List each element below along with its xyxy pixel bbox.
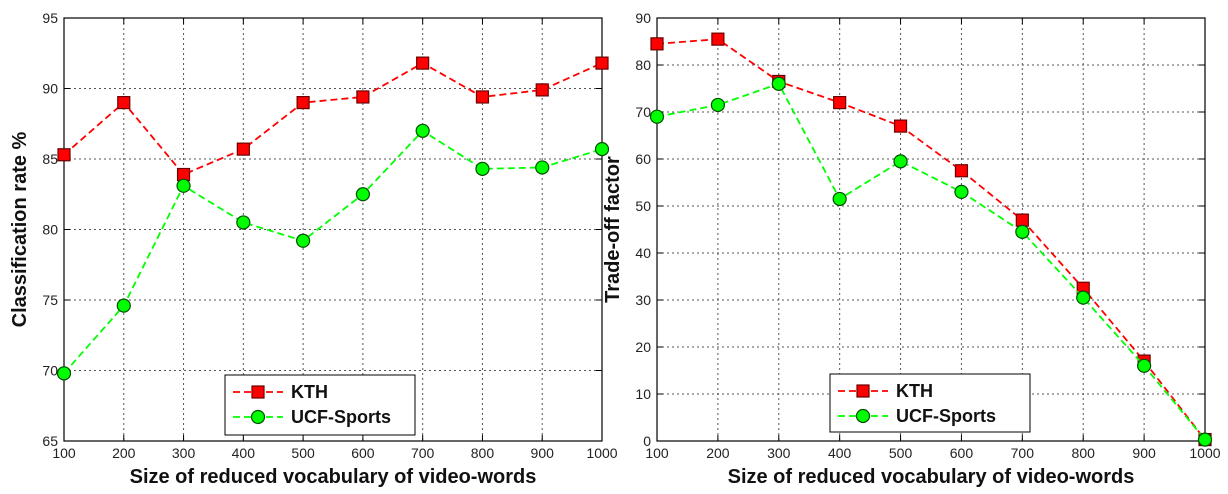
x-tick-label: 100 xyxy=(645,445,669,461)
data-point-ucf-sports xyxy=(176,178,191,193)
y-tick-label: 30 xyxy=(635,292,651,308)
series-line-ucf-sports xyxy=(656,82,1206,441)
data-point-kth xyxy=(954,164,969,178)
series-line-kth xyxy=(63,62,603,176)
y-tick-label: 70 xyxy=(42,363,58,379)
data-point-kth xyxy=(595,56,609,70)
data-point-kth xyxy=(296,95,310,110)
data-point-ucf-sports xyxy=(415,123,430,138)
x-tick-label: 1000 xyxy=(586,445,617,461)
y-tick-label: 80 xyxy=(42,222,58,238)
legend-marker xyxy=(855,408,871,424)
data-point-ucf-sports xyxy=(1076,290,1091,305)
data-point-kth xyxy=(711,32,725,46)
x-tick-label: 900 xyxy=(1132,445,1156,461)
data-point-ucf-sports xyxy=(296,233,311,248)
data-point-kth xyxy=(833,95,847,110)
legend-label: KTH xyxy=(291,382,328,402)
data-point-kth xyxy=(117,95,131,110)
data-point-ucf-sports xyxy=(893,154,908,169)
legend-label: UCF-Sports xyxy=(291,407,391,427)
data-point-ucf-sports xyxy=(1197,432,1213,447)
data-point-kth xyxy=(416,56,430,70)
x-tick-label: 800 xyxy=(471,445,495,461)
plot-area xyxy=(64,18,602,441)
data-point-kth xyxy=(356,90,370,104)
legend: KTH UCF-Sports xyxy=(829,373,1031,433)
x-tick-label: 800 xyxy=(1072,445,1096,461)
x-axis-label: Size of reduced vocabulary of video-word… xyxy=(130,466,537,488)
legend: KTH UCF-Sports xyxy=(224,374,416,436)
data-point-ucf-sports xyxy=(236,215,251,230)
x-tick-label: 300 xyxy=(172,445,196,461)
y-tick-label: 40 xyxy=(635,245,651,261)
data-point-ucf-sports xyxy=(594,142,610,157)
x-tick-label: 500 xyxy=(889,445,913,461)
x-tick-label: 200 xyxy=(706,445,730,461)
y-tick-label: 20 xyxy=(635,339,651,355)
y-tick-label: 80 xyxy=(635,57,651,73)
chart-0: 100 200 300 400 500 600 700 800 900 1000 65 70 75 80 8… xyxy=(9,10,618,488)
series-line-kth xyxy=(656,38,1206,441)
data-point-kth xyxy=(57,148,71,162)
data-point-ucf-sports xyxy=(1137,358,1152,373)
data-point-ucf-sports xyxy=(56,366,72,381)
data-point-ucf-sports xyxy=(771,76,786,91)
data-point-kth xyxy=(893,119,908,133)
y-tick-label: 50 xyxy=(635,198,651,214)
x-tick-label: 700 xyxy=(411,445,435,461)
legend-label: KTH xyxy=(896,381,933,401)
y-tick-label: 95 xyxy=(42,10,58,26)
y-tick-label: 75 xyxy=(42,292,58,308)
x-tick-label: 900 xyxy=(531,445,555,461)
data-point-kth xyxy=(236,142,250,156)
y-tick-label: 65 xyxy=(42,433,58,449)
x-tick-label: 300 xyxy=(767,445,791,461)
plot-frame xyxy=(656,17,1206,442)
y-tick-label: 60 xyxy=(635,151,651,167)
data-point-ucf-sports xyxy=(832,191,847,207)
data-point-ucf-sports xyxy=(535,160,550,175)
data-point-ucf-sports xyxy=(710,97,725,113)
data-point-kth xyxy=(650,37,664,51)
y-tick-label: 0 xyxy=(643,433,651,449)
data-point-ucf-sports xyxy=(475,161,490,176)
data-point-kth xyxy=(535,83,549,97)
plot-area xyxy=(657,18,1205,441)
y-tick-label: 85 xyxy=(42,151,58,167)
legend-marker xyxy=(251,385,265,399)
data-point-kth xyxy=(1015,213,1029,227)
x-tick-label: 600 xyxy=(351,445,375,461)
data-point-ucf-sports xyxy=(355,187,370,202)
legend-marker xyxy=(250,409,266,425)
x-tick-label: 700 xyxy=(1011,445,1035,461)
x-tick-label: 500 xyxy=(291,445,315,461)
y-tick-label: 70 xyxy=(635,104,651,120)
legend-box xyxy=(224,374,416,436)
y-tick-label: 10 xyxy=(635,386,651,402)
y-tick-label: 90 xyxy=(42,81,58,97)
x-tick-label: 600 xyxy=(950,445,974,461)
x-tick-label: 400 xyxy=(232,445,256,461)
data-point-ucf-sports xyxy=(649,109,665,124)
x-tick-label: 400 xyxy=(828,445,852,461)
y-axis-label: Classification rate % xyxy=(9,131,31,327)
x-tick-label: 1000 xyxy=(1189,445,1220,461)
legend-label: UCF-Sports xyxy=(896,406,996,426)
series-line-ucf-sports xyxy=(63,129,603,374)
chart-1: 100 200 300 400 500 600 700 800 900 1000 0 10 20 30 40… xyxy=(602,10,1221,488)
x-tick-label: 200 xyxy=(112,445,136,461)
x-tick-label: 100 xyxy=(52,445,76,461)
data-point-ucf-sports xyxy=(1015,224,1030,239)
legend-marker xyxy=(856,384,870,398)
data-point-kth xyxy=(475,90,490,104)
x-axis-label: Size of reduced vocabulary of video-word… xyxy=(728,466,1135,488)
y-axis-label: Trade-off factor xyxy=(602,156,624,303)
data-point-ucf-sports xyxy=(116,298,131,313)
y-tick-label: 90 xyxy=(635,10,651,26)
data-point-ucf-sports xyxy=(954,184,969,199)
